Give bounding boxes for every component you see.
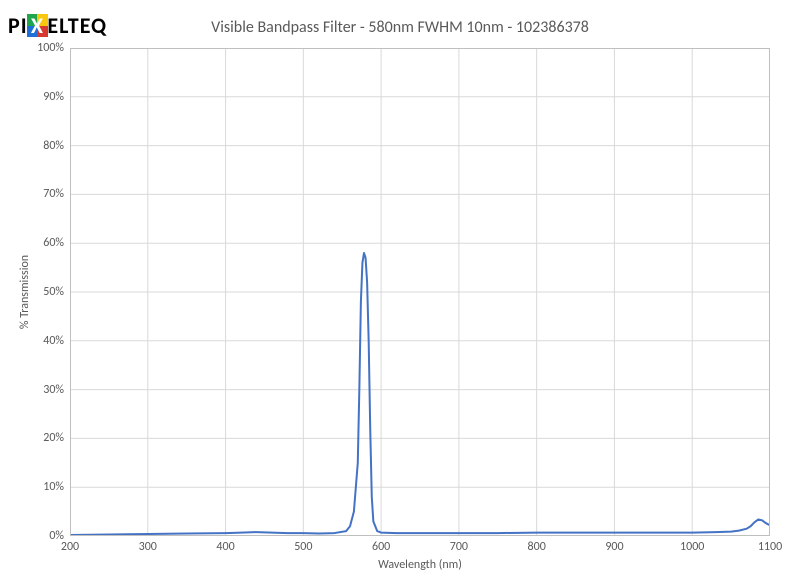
chart-xtick-label: 1100	[758, 540, 782, 554]
chart-ytick-label: 90%	[43, 90, 64, 104]
chart-ytick-label: 20%	[43, 431, 64, 445]
chart-line-series	[70, 48, 770, 536]
chart-ytick-label: 10%	[43, 480, 64, 494]
chart-ytick-label: 50%	[43, 285, 64, 299]
chart-xtick-label: 800	[528, 540, 546, 554]
chart-xtick-label: 1000	[680, 540, 704, 554]
chart-ytick-label: 30%	[43, 383, 64, 397]
chart-ytick-label: 80%	[43, 139, 64, 153]
chart-y-axis-label: % Transmission	[18, 255, 32, 329]
chart-title: Visible Bandpass Filter - 580nm FWHM 10n…	[0, 18, 800, 37]
chart-xtick-label: 200	[61, 540, 79, 554]
chart-x-axis-label: Wavelength (nm)	[378, 558, 462, 572]
chart-xtick-label: 600	[372, 540, 390, 554]
chart-xtick-label: 300	[139, 540, 157, 554]
chart-xtick-label: 900	[605, 540, 623, 554]
chart-ytick-label: 60%	[43, 236, 64, 250]
chart-plot-area: 0%10%20%30%40%50%60%70%80%90%100%2003004…	[70, 48, 770, 536]
chart-xtick-label: 400	[216, 540, 234, 554]
chart-ytick-label: 40%	[43, 334, 64, 348]
chart-xtick-label: 500	[294, 540, 312, 554]
chart-xtick-label: 700	[450, 540, 468, 554]
chart-ytick-label: 70%	[43, 187, 64, 201]
chart-ytick-label: 100%	[37, 41, 64, 55]
